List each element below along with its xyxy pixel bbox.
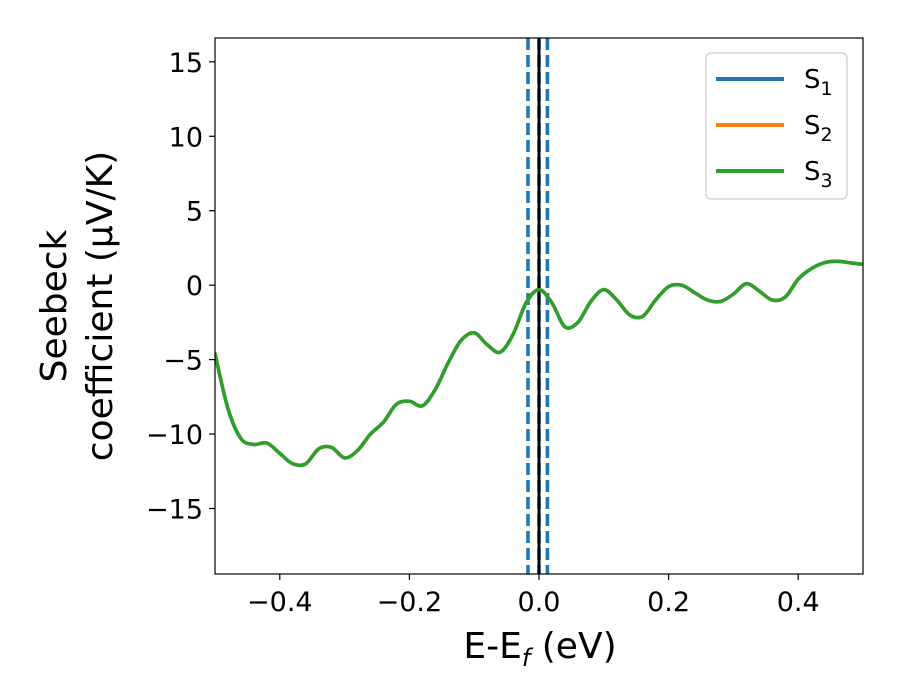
y-tick-label: −5: [163, 346, 203, 377]
legend-label-s1: S1: [804, 65, 833, 100]
y-axis-label: Seebeck coefficient (μV/K): [34, 151, 121, 461]
x-axis-label: E-Ef (eV): [463, 626, 616, 672]
x-tick-label: 0.0: [518, 587, 561, 618]
legend-label-s3: S3: [804, 157, 833, 192]
y-tick-label: −10: [146, 420, 203, 451]
y-tick-label: 5: [186, 197, 203, 228]
y-tick-label: −15: [146, 494, 203, 525]
legend-label-s2: S2: [804, 111, 833, 146]
x-axis: −0.4 −0.2 0.0 0.2 0.4: [247, 574, 820, 618]
legend: S1 S2 S3: [705, 52, 848, 200]
x-tick-label: −0.2: [377, 587, 443, 618]
x-tick-label: 0.4: [777, 587, 820, 618]
y-tick-label: 15: [169, 48, 203, 79]
plot-area: [215, 38, 863, 574]
x-tick-label: 0.2: [647, 587, 690, 618]
series-line-s3: [215, 259, 863, 468]
y-axis: −15 −10 −5 0 5 10 15: [146, 48, 215, 525]
y-tick-label: 10: [169, 122, 203, 153]
y-tick-label: 0: [186, 271, 203, 302]
x-tick-label: −0.4: [247, 587, 313, 618]
